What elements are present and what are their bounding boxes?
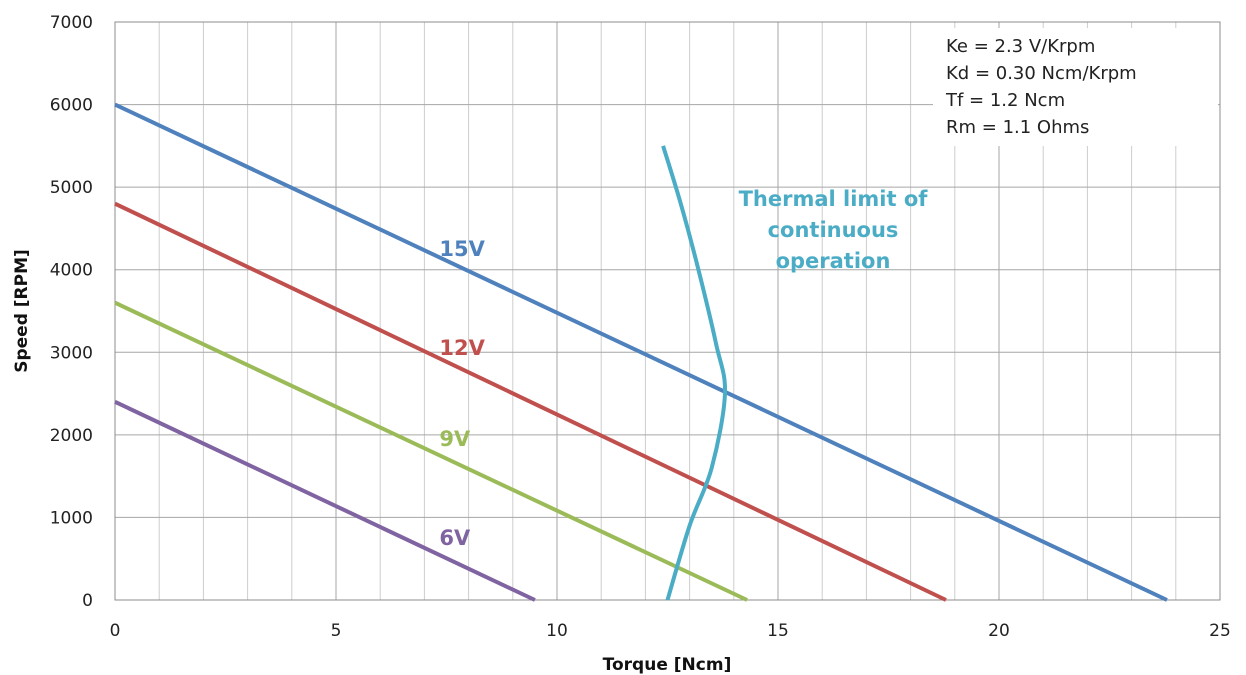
x-axis-ticks: 0 5 10 15 20 25 <box>110 621 1231 641</box>
y-tick-label: 2000 <box>50 426 93 446</box>
parameters-box: Ke = 2.3 V/Krpm Kd = 0.30 Ncm/Krpm Tf = … <box>933 28 1218 146</box>
thermal-limit-curve <box>661 145 727 601</box>
param-kd: Kd = 0.30 Ncm/Krpm <box>946 63 1137 84</box>
series-line-12V <box>114 201 947 602</box>
thermal-label: Thermal limit of continuous operation <box>739 187 929 273</box>
x-tick-label: 15 <box>767 621 789 641</box>
param-rm: Rm = 1.1 Ohms <box>946 117 1089 138</box>
thermal-label-line-3: operation <box>776 249 891 273</box>
series-line-6V <box>114 400 536 602</box>
x-tick-label: 20 <box>988 621 1010 641</box>
param-tf: Tf = 1.2 Ncm <box>945 90 1065 111</box>
series-label-15V: 15V <box>439 237 485 261</box>
x-tick-label: 0 <box>110 621 121 641</box>
series-layer: 15V 12V 9V 6V <box>114 102 1168 602</box>
x-tick-label: 10 <box>546 621 568 641</box>
series-line-15V <box>114 102 1168 602</box>
series-label-12V: 12V <box>439 336 485 360</box>
series-line-9V <box>114 300 748 602</box>
thermal-label-line-2: continuous <box>768 218 899 242</box>
y-axis-ticks: 0 1000 2000 3000 4000 5000 6000 7000 <box>50 13 93 611</box>
y-axis-title: Speed [RPM] <box>12 249 32 373</box>
x-tick-label: 5 <box>331 621 342 641</box>
x-tick-label: 25 <box>1209 621 1231 641</box>
y-tick-label: 0 <box>82 591 93 611</box>
series-label-9V: 9V <box>439 427 471 451</box>
y-tick-label: 7000 <box>50 13 93 33</box>
y-tick-label: 4000 <box>50 261 93 281</box>
y-tick-label: 5000 <box>50 178 93 198</box>
thermal-label-line-1: Thermal limit of <box>739 187 929 211</box>
y-tick-label: 3000 <box>50 343 93 363</box>
x-axis-title: Torque [Ncm] <box>603 655 732 675</box>
y-tick-label: 1000 <box>50 508 93 528</box>
series-label-6V: 6V <box>439 526 471 550</box>
parameters-box-background <box>933 28 1218 146</box>
param-ke: Ke = 2.3 V/Krpm <box>946 36 1095 57</box>
y-tick-label: 6000 <box>50 96 93 116</box>
